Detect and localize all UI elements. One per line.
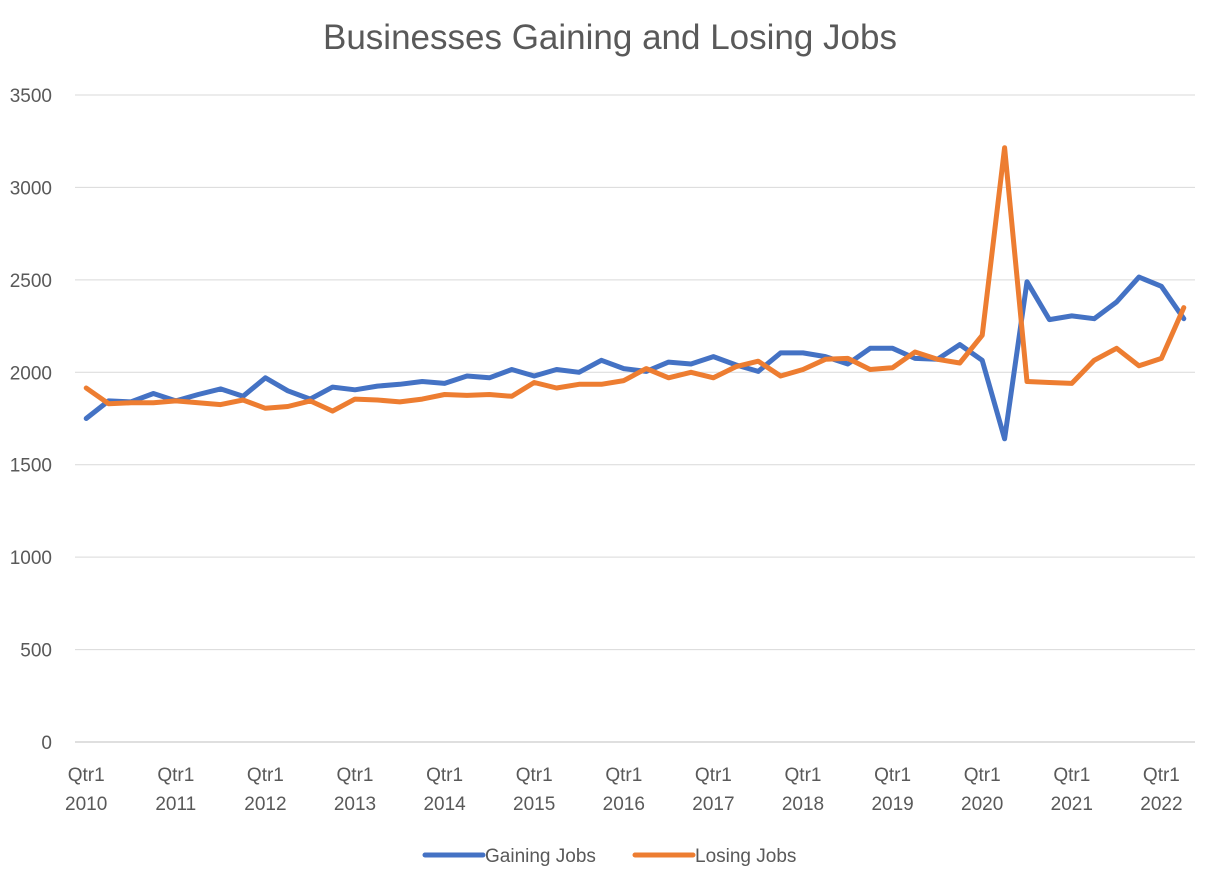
x-tick-label-year: 2011 (155, 794, 196, 815)
x-tick-label-year: 2016 (603, 794, 645, 815)
y-tick-label: 1500 (10, 456, 52, 477)
x-tick-label-year: 2013 (334, 794, 376, 815)
chart-title: Businesses Gaining and Losing Jobs (323, 18, 897, 57)
y-tick-label: 2000 (10, 363, 52, 384)
gridlines (75, 94, 1195, 743)
y-tick-label: 3500 (10, 86, 52, 107)
legend-label-losing-jobs: Losing Jobs (695, 846, 796, 867)
x-tick-label-year: 2010 (65, 794, 107, 815)
y-tick-label: 2500 (10, 271, 52, 292)
data-series (83, 145, 1187, 442)
x-tick-label-year: 2022 (1140, 794, 1182, 815)
x-tick-label-quarter: Qtr1 (785, 765, 822, 786)
x-tick-label-quarter: Qtr1 (964, 765, 1001, 786)
x-tick-label-year: 2019 (871, 794, 913, 815)
x-tick-label-quarter: Qtr1 (1053, 765, 1090, 786)
y-axis-tick-labels: 0 500 1000 1500 2000 2500 3000 3500 (10, 86, 52, 754)
x-axis-tick-labels: Qtr1 2010 Qtr1 2011 Qtr1 2012 Qtr1 2013 Qtr1 2014… (65, 765, 1182, 815)
x-tick-label-quarter: Qtr1 (605, 765, 642, 786)
x-tick-label-quarter: Qtr1 (1143, 765, 1180, 786)
x-tick-label-quarter: Qtr1 (337, 765, 374, 786)
x-tick-label-quarter: Qtr1 (247, 765, 284, 786)
x-tick-label-year: 2017 (692, 794, 734, 815)
series-line-losing-jobs (83, 145, 1187, 414)
x-tick-label-year: 2021 (1051, 794, 1093, 815)
series-line-gaining-jobs (83, 274, 1187, 442)
legend-label-gaining-jobs: Gaining Jobs (485, 846, 596, 867)
x-tick-label-year: 2020 (961, 794, 1003, 815)
y-tick-label: 1000 (10, 548, 52, 569)
x-tick-label-year: 2015 (513, 794, 555, 815)
x-tick-label-quarter: Qtr1 (874, 765, 911, 786)
y-tick-label: 0 (41, 733, 52, 754)
x-tick-label-quarter: Qtr1 (695, 765, 732, 786)
x-tick-label-year: 2012 (244, 794, 286, 815)
legend: Gaining Jobs Losing Jobs (422, 846, 796, 867)
x-tick-label-year: 2014 (423, 794, 466, 815)
x-tick-label-quarter: Qtr1 (516, 765, 553, 786)
x-tick-label-quarter: Qtr1 (68, 765, 105, 786)
x-tick-label-quarter: Qtr1 (157, 765, 194, 786)
x-tick-label-quarter: Qtr1 (426, 765, 463, 786)
x-tick-label-year: 2018 (782, 794, 824, 815)
y-tick-label: 500 (20, 641, 52, 662)
y-tick-label: 3000 (10, 178, 52, 199)
